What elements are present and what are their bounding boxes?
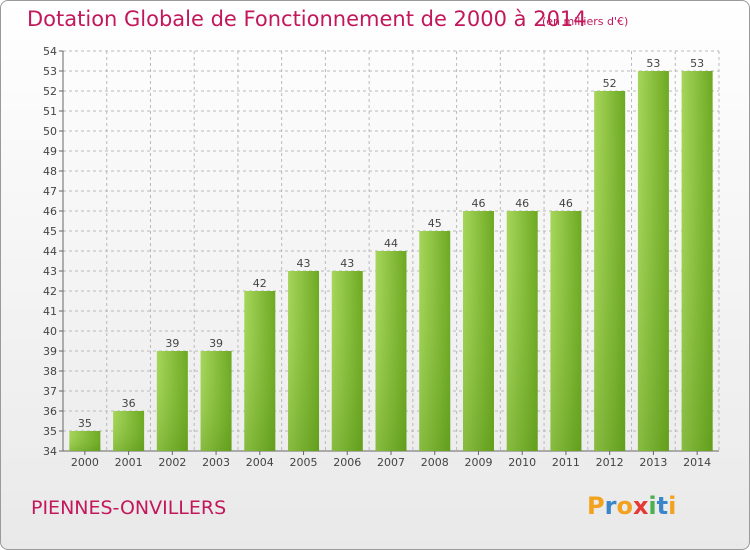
x-tick-label: 2001 bbox=[115, 456, 143, 469]
data-label: 46 bbox=[515, 197, 529, 210]
x-tick-label: 2006 bbox=[333, 456, 361, 469]
bar-shade bbox=[637, 71, 669, 451]
x-tick-label: 2005 bbox=[290, 456, 318, 469]
x-tick-label: 2010 bbox=[508, 456, 536, 469]
data-label: 53 bbox=[690, 57, 704, 70]
x-tick-label: 2003 bbox=[202, 456, 230, 469]
proxiti-logo: Proxiti bbox=[587, 492, 677, 520]
data-label: 45 bbox=[428, 217, 442, 230]
bar-shade bbox=[550, 211, 582, 451]
bar-shade bbox=[69, 431, 101, 451]
x-tick-label: 2004 bbox=[246, 456, 274, 469]
data-label: 44 bbox=[384, 237, 398, 250]
y-tick-label: 46 bbox=[43, 205, 57, 218]
bar-shade bbox=[506, 211, 538, 451]
y-tick-label: 34 bbox=[43, 445, 57, 458]
y-tick-label: 37 bbox=[43, 385, 57, 398]
x-tick-label: 2009 bbox=[464, 456, 492, 469]
x-tick-label: 2000 bbox=[71, 456, 99, 469]
bars bbox=[69, 71, 713, 451]
y-tick-label: 35 bbox=[43, 425, 57, 438]
x-tick-label: 2008 bbox=[421, 456, 449, 469]
y-tick-label: 45 bbox=[43, 225, 57, 238]
y-tick-label: 54 bbox=[43, 45, 57, 58]
x-tick-label: 2011 bbox=[552, 456, 580, 469]
data-label: 39 bbox=[209, 337, 223, 350]
y-tick-label: 51 bbox=[43, 105, 57, 118]
y-tick-label: 47 bbox=[43, 185, 57, 198]
data-label: 43 bbox=[297, 257, 311, 270]
bar-shade bbox=[331, 271, 363, 451]
bar-shade bbox=[462, 211, 494, 451]
data-label: 46 bbox=[471, 197, 485, 210]
bar-shade bbox=[244, 291, 276, 451]
data-label: 46 bbox=[559, 197, 573, 210]
axes: 34 35 36 37 38 39 40 41 42 43 44 45 46 47 48 49 50 51 52 53… bbox=[43, 45, 719, 469]
y-tick-label: 52 bbox=[43, 85, 57, 98]
chart-title: Dotation Globale de Fonctionnement de 20… bbox=[27, 7, 587, 31]
data-labels: 35 36 39 39 42 43 43 44 45 46 46 46 52 53 53 bbox=[78, 57, 704, 430]
data-label: 39 bbox=[165, 337, 179, 350]
y-tick-label: 39 bbox=[43, 345, 57, 358]
y-tick-label: 44 bbox=[43, 245, 57, 258]
bar-shade bbox=[113, 411, 145, 451]
data-label: 42 bbox=[253, 277, 267, 290]
y-tick-label: 38 bbox=[43, 365, 57, 378]
y-tick-label: 49 bbox=[43, 145, 57, 158]
data-label: 43 bbox=[340, 257, 354, 270]
data-label: 35 bbox=[78, 417, 92, 430]
x-tick-label: 2014 bbox=[683, 456, 711, 469]
y-tick-label: 41 bbox=[43, 305, 57, 318]
x-tick-label: 2013 bbox=[639, 456, 667, 469]
y-tick-label: 50 bbox=[43, 125, 57, 138]
data-label: 52 bbox=[603, 77, 617, 90]
y-tick-label: 53 bbox=[43, 65, 57, 78]
bar-shade bbox=[288, 271, 320, 451]
y-tick-label: 40 bbox=[43, 325, 57, 338]
bar-shade bbox=[200, 351, 232, 451]
x-tick-label: 2002 bbox=[158, 456, 186, 469]
bar-shade bbox=[681, 71, 713, 451]
data-label: 36 bbox=[122, 397, 136, 410]
y-tick-label: 48 bbox=[43, 165, 57, 178]
bar-shade bbox=[156, 351, 188, 451]
y-tick-label: 42 bbox=[43, 285, 57, 298]
data-label: 53 bbox=[646, 57, 660, 70]
y-tick-label: 36 bbox=[43, 405, 57, 418]
x-tick-label: 2012 bbox=[596, 456, 624, 469]
bar-shade bbox=[375, 251, 407, 451]
bar-shade bbox=[594, 91, 626, 451]
y-tick-label: 43 bbox=[43, 265, 57, 278]
commune-name: PIENNES-ONVILLERS bbox=[31, 497, 227, 519]
x-tick-label: 2007 bbox=[377, 456, 405, 469]
chart-subtitle: (en milliers d'€) bbox=[542, 15, 629, 28]
bar-shade bbox=[419, 231, 451, 451]
